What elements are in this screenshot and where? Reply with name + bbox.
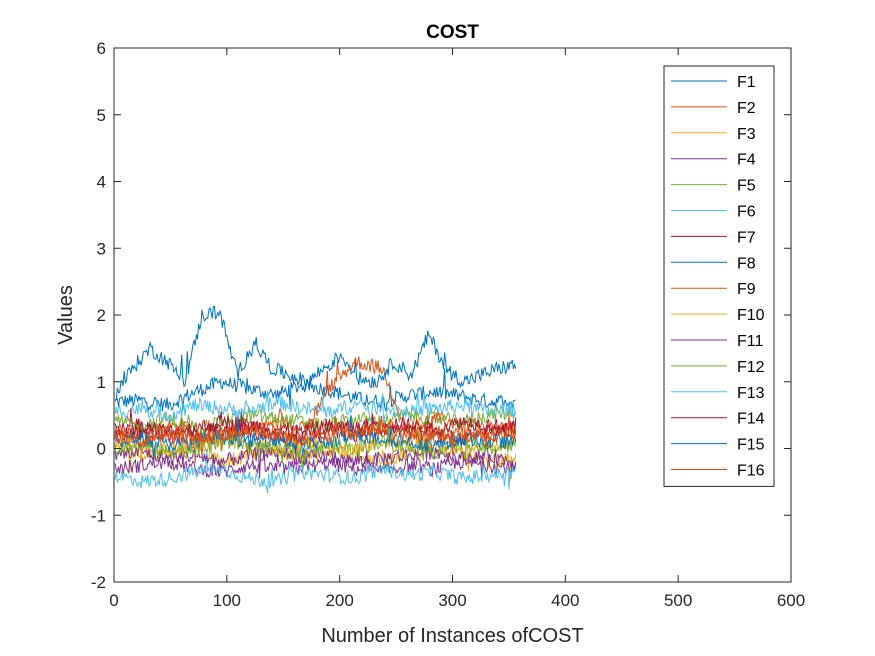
legend-label: F8	[737, 255, 756, 272]
series-lines	[114, 305, 517, 494]
series-line-f13	[114, 389, 517, 423]
legend: F1 F2 F3 F4 F5 F6 F7 F8 F9 F10 F11 F12 F13 F14 F15 F16	[663, 65, 775, 487]
legend-label: F15	[737, 437, 765, 454]
legend-label: F3	[737, 126, 756, 143]
x-tick-label: 400	[551, 591, 579, 610]
x-tick-label: 300	[438, 591, 466, 610]
legend-label: F7	[737, 229, 756, 246]
y-tick-label: 2	[97, 306, 106, 325]
legend-label: F4	[737, 152, 756, 169]
legend-label: F12	[737, 359, 765, 376]
legend-box	[663, 65, 775, 487]
x-axis-title: Number of Instances ofCOST	[321, 625, 583, 647]
series-line-f11	[114, 444, 517, 479]
y-tick-label: 1	[97, 373, 106, 392]
y-tick-label: 5	[97, 106, 106, 125]
chart-title: COST	[426, 22, 479, 43]
y-tick-label: -1	[91, 506, 106, 525]
legend-label: F13	[737, 385, 765, 402]
legend-label: F5	[737, 178, 756, 195]
legend-label: F2	[737, 100, 756, 117]
series-line-f12	[114, 422, 517, 468]
legend-label: F16	[737, 463, 765, 480]
y-tick-label: 6	[97, 39, 106, 58]
series-line-f8	[114, 305, 517, 402]
x-tick-label: 600	[777, 591, 805, 610]
x-tick-label: 0	[109, 591, 118, 610]
x-tick-label: 200	[325, 591, 353, 610]
series-line-f16	[114, 414, 517, 455]
series-line-f15	[114, 415, 517, 463]
legend-label: F1	[737, 74, 756, 91]
y-tick-label: 0	[97, 440, 106, 459]
legend-label: F10	[737, 307, 765, 324]
x-tick-label: 500	[664, 591, 692, 610]
legend-label: F14	[737, 411, 765, 428]
y-axis-title: Values	[55, 285, 77, 345]
series-line-f6	[114, 450, 517, 494]
series-line-f1	[114, 368, 516, 413]
y-tick-label: 3	[97, 239, 106, 258]
legend-label: F6	[737, 204, 756, 221]
axis-ticks: 0 100 200 300 400 500 600 -2 -1 0 1 2 3 4 5 6	[91, 39, 805, 610]
y-tick-label: 4	[97, 173, 106, 192]
legend-label: F11	[737, 333, 763, 350]
y-tick-label: -2	[91, 573, 106, 592]
series-line-f4	[114, 449, 517, 479]
legend-label: F9	[737, 281, 756, 298]
x-tick-label: 100	[213, 591, 241, 610]
